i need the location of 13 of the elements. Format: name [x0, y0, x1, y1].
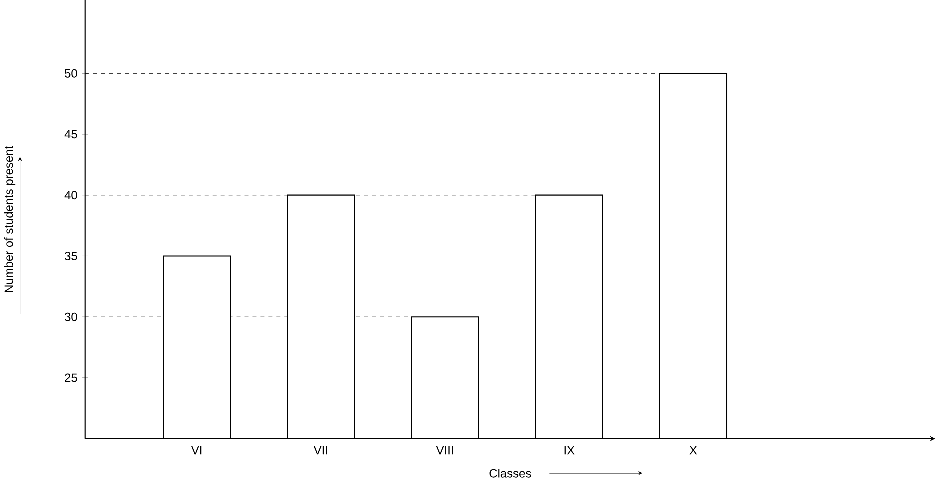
x-tick-label: IX — [564, 446, 575, 454]
x-tick-label: VI — [191, 446, 202, 454]
x-tick-label: VII — [314, 446, 328, 454]
x-tick-label: VIII — [436, 446, 454, 454]
y-tick-label: 25 — [65, 374, 78, 382]
y-tick-label: 35 — [65, 252, 78, 260]
x-axis-title: Classes — [490, 468, 532, 478]
y-tick-label: 40 — [64, 190, 78, 200]
y-tick-label: 45 — [64, 130, 78, 139]
x-tick-label: X — [690, 446, 698, 454]
y-axis-title: Number of students present — [4, 146, 16, 292]
y-tick-label: 30 — [65, 312, 78, 322]
y-tick-label: 50 — [65, 69, 78, 78]
